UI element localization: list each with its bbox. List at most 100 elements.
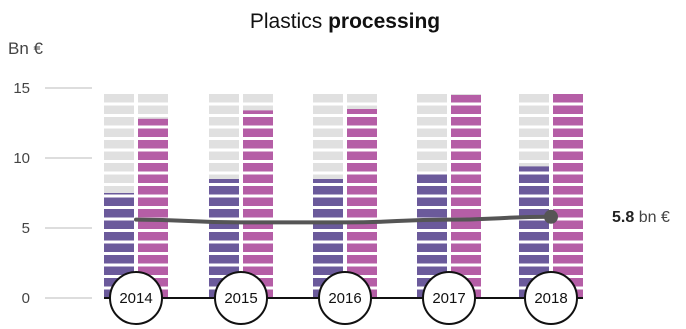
bar-stripe-bg [417,94,447,103]
bar [138,94,168,298]
x-tick-label: 2017 [432,290,465,307]
year-badge [318,271,372,325]
bar-stripe-fill [451,220,481,229]
bar-stripe-fill [104,232,134,241]
bar-stripe-fill [347,109,377,114]
y-axis: 0 5 10 15 [13,80,92,307]
bar-stripe-fill [243,255,273,264]
bar [417,94,447,298]
year-badge [524,271,578,325]
bar-stripe-fill [243,186,273,195]
chart-title: Plastics processing [250,10,440,33]
bar-stripe-fill [451,105,481,114]
bar-stripe-bg [209,140,239,149]
bar-stripe-fill [451,186,481,195]
bar-stripe-fill [553,255,583,264]
bar-stripe-fill [451,151,481,160]
bar-stripe-fill [243,151,273,160]
bar-stripe-fill [138,186,168,195]
bar-stripe-fill [553,151,583,160]
bar-stripe-fill [347,232,377,241]
bar-stripe-fill [451,117,481,126]
bar-stripe-bg [209,163,239,172]
bar-stripe-fill [138,163,168,172]
bar-stripe-fill [347,163,377,172]
bar-stripe-fill [138,255,168,264]
bar-stripe-fill [313,266,343,275]
bar-stripe-fill [553,186,583,195]
bar-stripe-fill [417,197,447,206]
bar-stripe-fill [138,140,168,149]
bar-stripe-bg [417,105,447,114]
bar-stripe-fill [104,243,134,252]
bar-stripe-bg [417,117,447,126]
bar-stripe-fill [417,266,447,275]
bar [209,94,239,298]
bar-stripe-bg [209,151,239,160]
bar-stripe-fill [347,266,377,275]
bar-stripe-fill [519,174,549,183]
y-tick-label: 15 [13,80,30,97]
bar-stripe-fill [553,197,583,206]
bar [104,94,134,298]
bar-stripe-fill [451,255,481,264]
bar-stripe-fill [104,193,134,195]
bar-stripe-fill [243,220,273,229]
bar-stripe-bg [104,186,134,195]
bar-stripe-fill [417,209,447,218]
bar-stripe-bg [243,94,273,103]
bar-stripe-fill [243,232,273,241]
bar [347,94,377,298]
bar-stripe-fill [451,197,481,206]
bar-stripe-bg [104,151,134,160]
bar-stripe-fill [138,128,168,137]
bar-stripe-fill [243,140,273,149]
bar-stripe-fill [553,105,583,114]
bar-stripe-fill [209,255,239,264]
bar-stripe-fill [553,243,583,252]
bar-stripe-fill [104,220,134,229]
bar-stripe-bg [104,174,134,183]
bar-stripe-bg [313,117,343,126]
x-tick-label: 2015 [224,290,257,307]
bar-stripe-bg [209,117,239,126]
bar-stripe-fill [553,128,583,137]
bar-stripe-fill [209,220,239,229]
bar-stripe-fill [347,151,377,160]
bar-stripe-fill [347,209,377,218]
bar-stripe-bg [104,128,134,137]
bar-stripe-fill [347,174,377,183]
bar-stripe-fill [313,255,343,264]
bar-stripe-fill [209,179,239,183]
x-tick-label: 2016 [328,290,361,307]
bar-stripe-bg [417,128,447,137]
bar-stripe-bg [104,117,134,126]
bar-stripe-fill [519,186,549,195]
chart-title-bold: processing [328,10,440,33]
bar-stripe-fill [519,255,549,264]
bar-stripe-fill [209,232,239,241]
bar [519,94,549,298]
bar-stripe-bg [313,105,343,114]
bar-stripe-bg [519,151,549,160]
bar-stripe-fill [451,174,481,183]
bar-stripe-fill [347,140,377,149]
bar-stripe-fill [209,197,239,206]
bar-stripe-fill [553,220,583,229]
bar-stripe-fill [138,266,168,275]
bar-stripe-fill [417,243,447,252]
bar-stripe-fill [451,163,481,172]
year-badge [109,271,163,325]
bar-stripe-fill [519,209,549,218]
bar-stripe-fill [347,117,377,126]
bar-stripe-bg [417,151,447,160]
bar-stripe-fill [243,128,273,137]
bar-stripe-fill [243,197,273,206]
bar-stripe-bg [104,140,134,149]
bar-stripe-fill [138,209,168,218]
bar-stripe-fill [347,255,377,264]
year-badge [422,271,476,325]
bar-stripe-bg [313,128,343,137]
bar-stripe-bg [243,105,273,114]
